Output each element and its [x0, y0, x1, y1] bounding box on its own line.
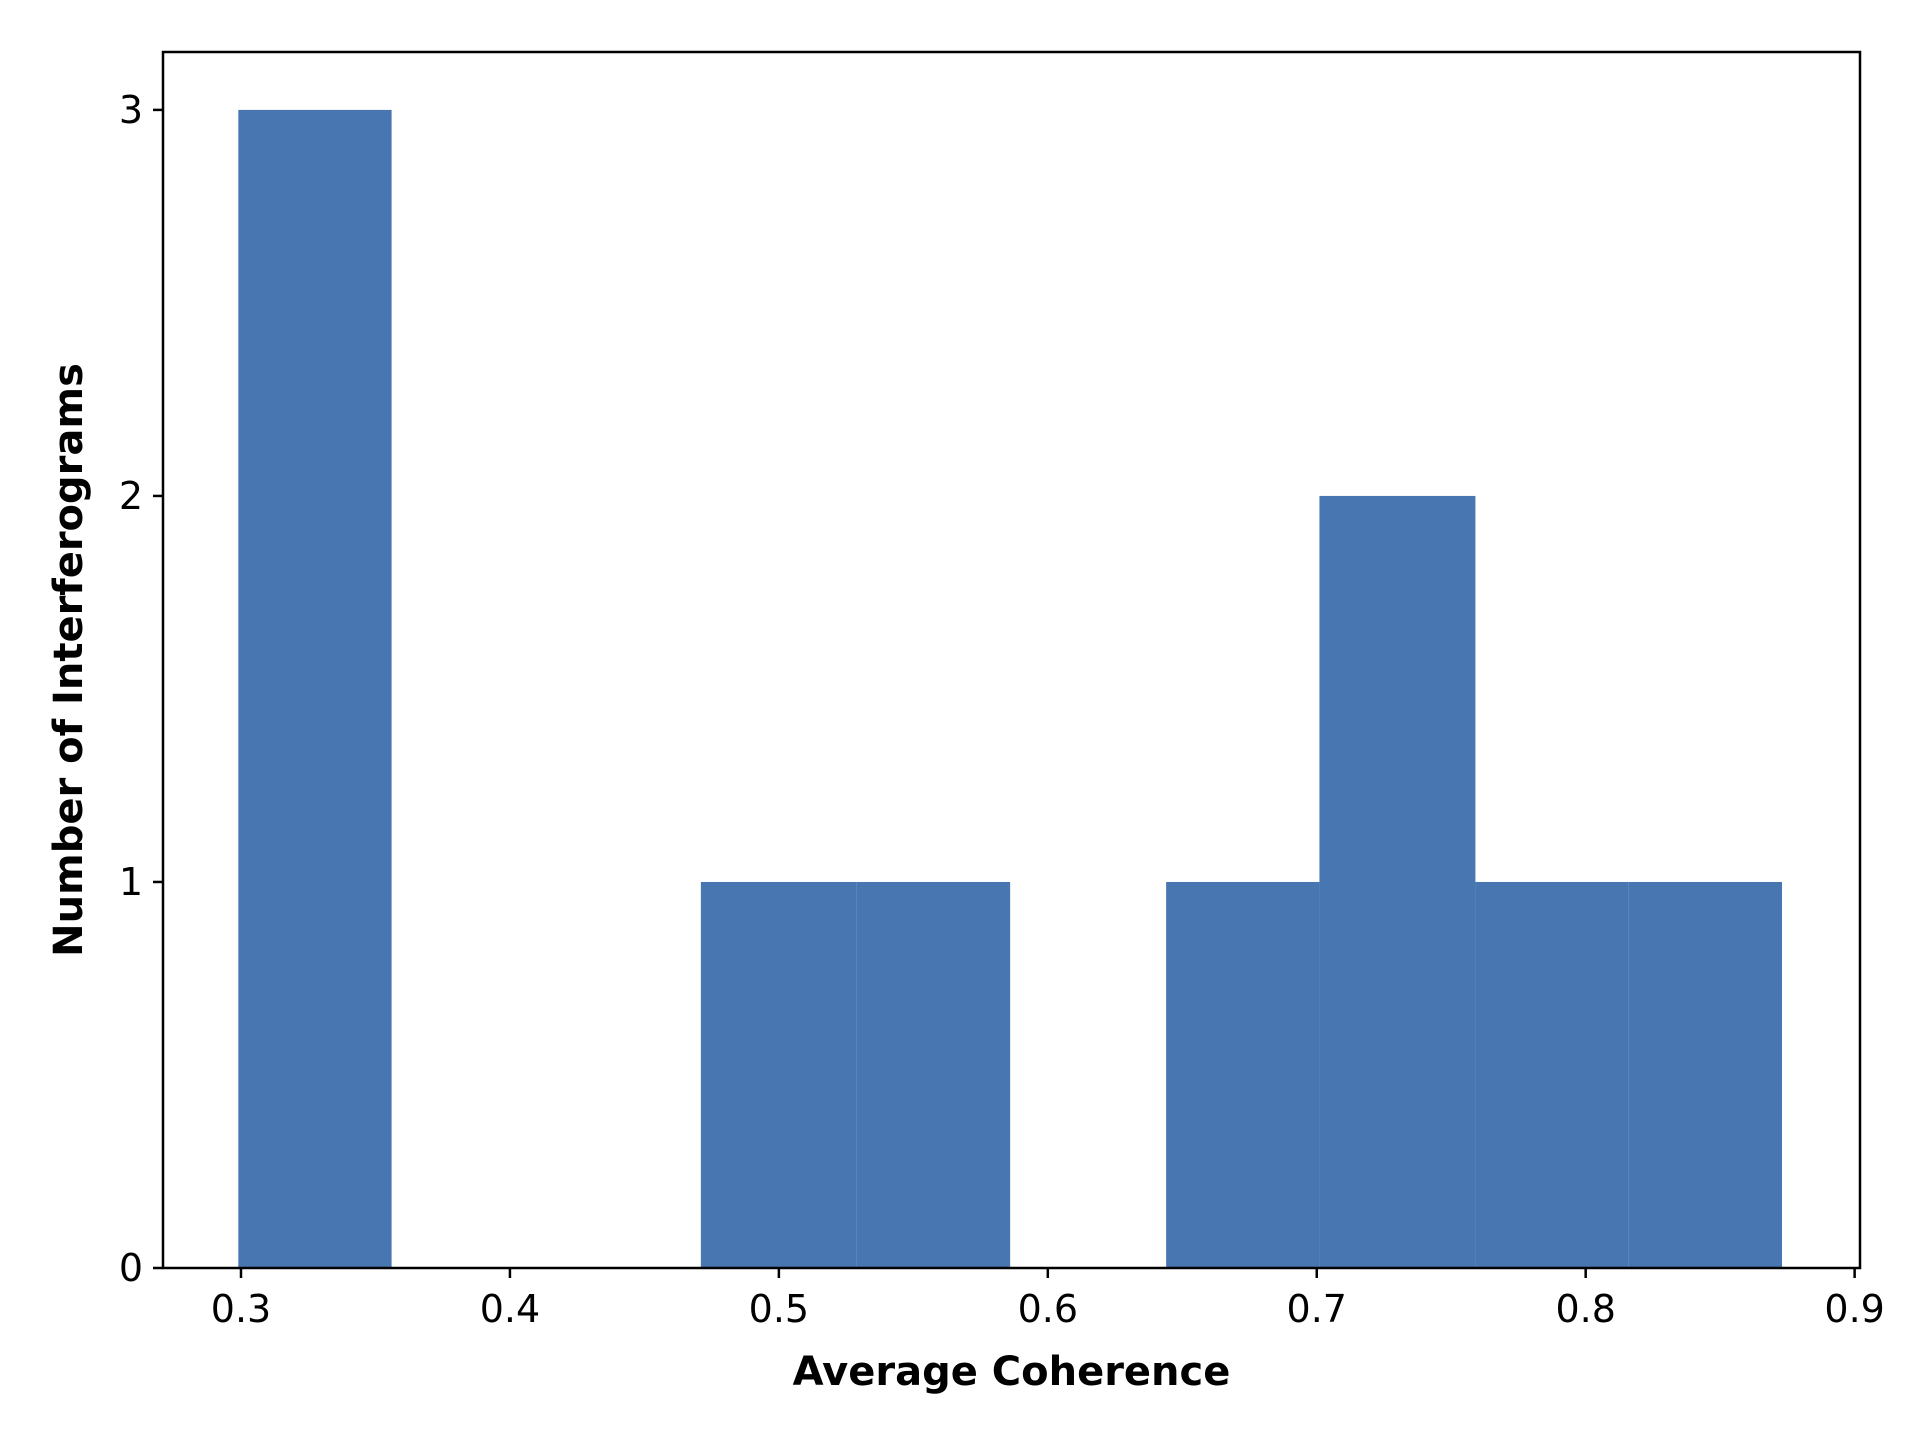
histogram-bar — [1475, 881, 1629, 1268]
x-axis-ticks: 0.3 0.4 0.5 0.6 0.7 0.8 0.9 — [211, 1268, 1885, 1331]
x-tick-label: 0.7 — [1287, 1287, 1347, 1331]
x-tick-label: 0.4 — [480, 1287, 540, 1331]
bars-group — [238, 109, 1783, 1268]
y-axis-ticks: 0 1 2 3 — [119, 88, 163, 1290]
histogram-bar — [700, 881, 857, 1268]
y-axis-title: Number of Interferograms — [46, 363, 92, 957]
x-tick-label: 0.8 — [1555, 1287, 1615, 1331]
y-tick-label: 2 — [119, 474, 143, 518]
x-tick-label: 0.9 — [1824, 1287, 1884, 1331]
histogram-bar — [1628, 881, 1783, 1268]
y-tick-label: 3 — [119, 88, 143, 132]
plot-frame — [161, 50, 1862, 1270]
histogram-bar — [1166, 881, 1320, 1268]
x-tick-label: 0.5 — [749, 1287, 809, 1331]
histogram-bar — [856, 881, 1011, 1268]
x-tick-label: 0.3 — [211, 1287, 271, 1331]
histogram-bar — [238, 109, 392, 1268]
x-axis-title: Average Coherence — [793, 1349, 1231, 1395]
y-tick-label: 0 — [119, 1246, 143, 1290]
histogram-bar — [1319, 495, 1476, 1268]
y-tick-label: 1 — [119, 860, 143, 904]
x-tick-label: 0.6 — [1018, 1287, 1078, 1331]
